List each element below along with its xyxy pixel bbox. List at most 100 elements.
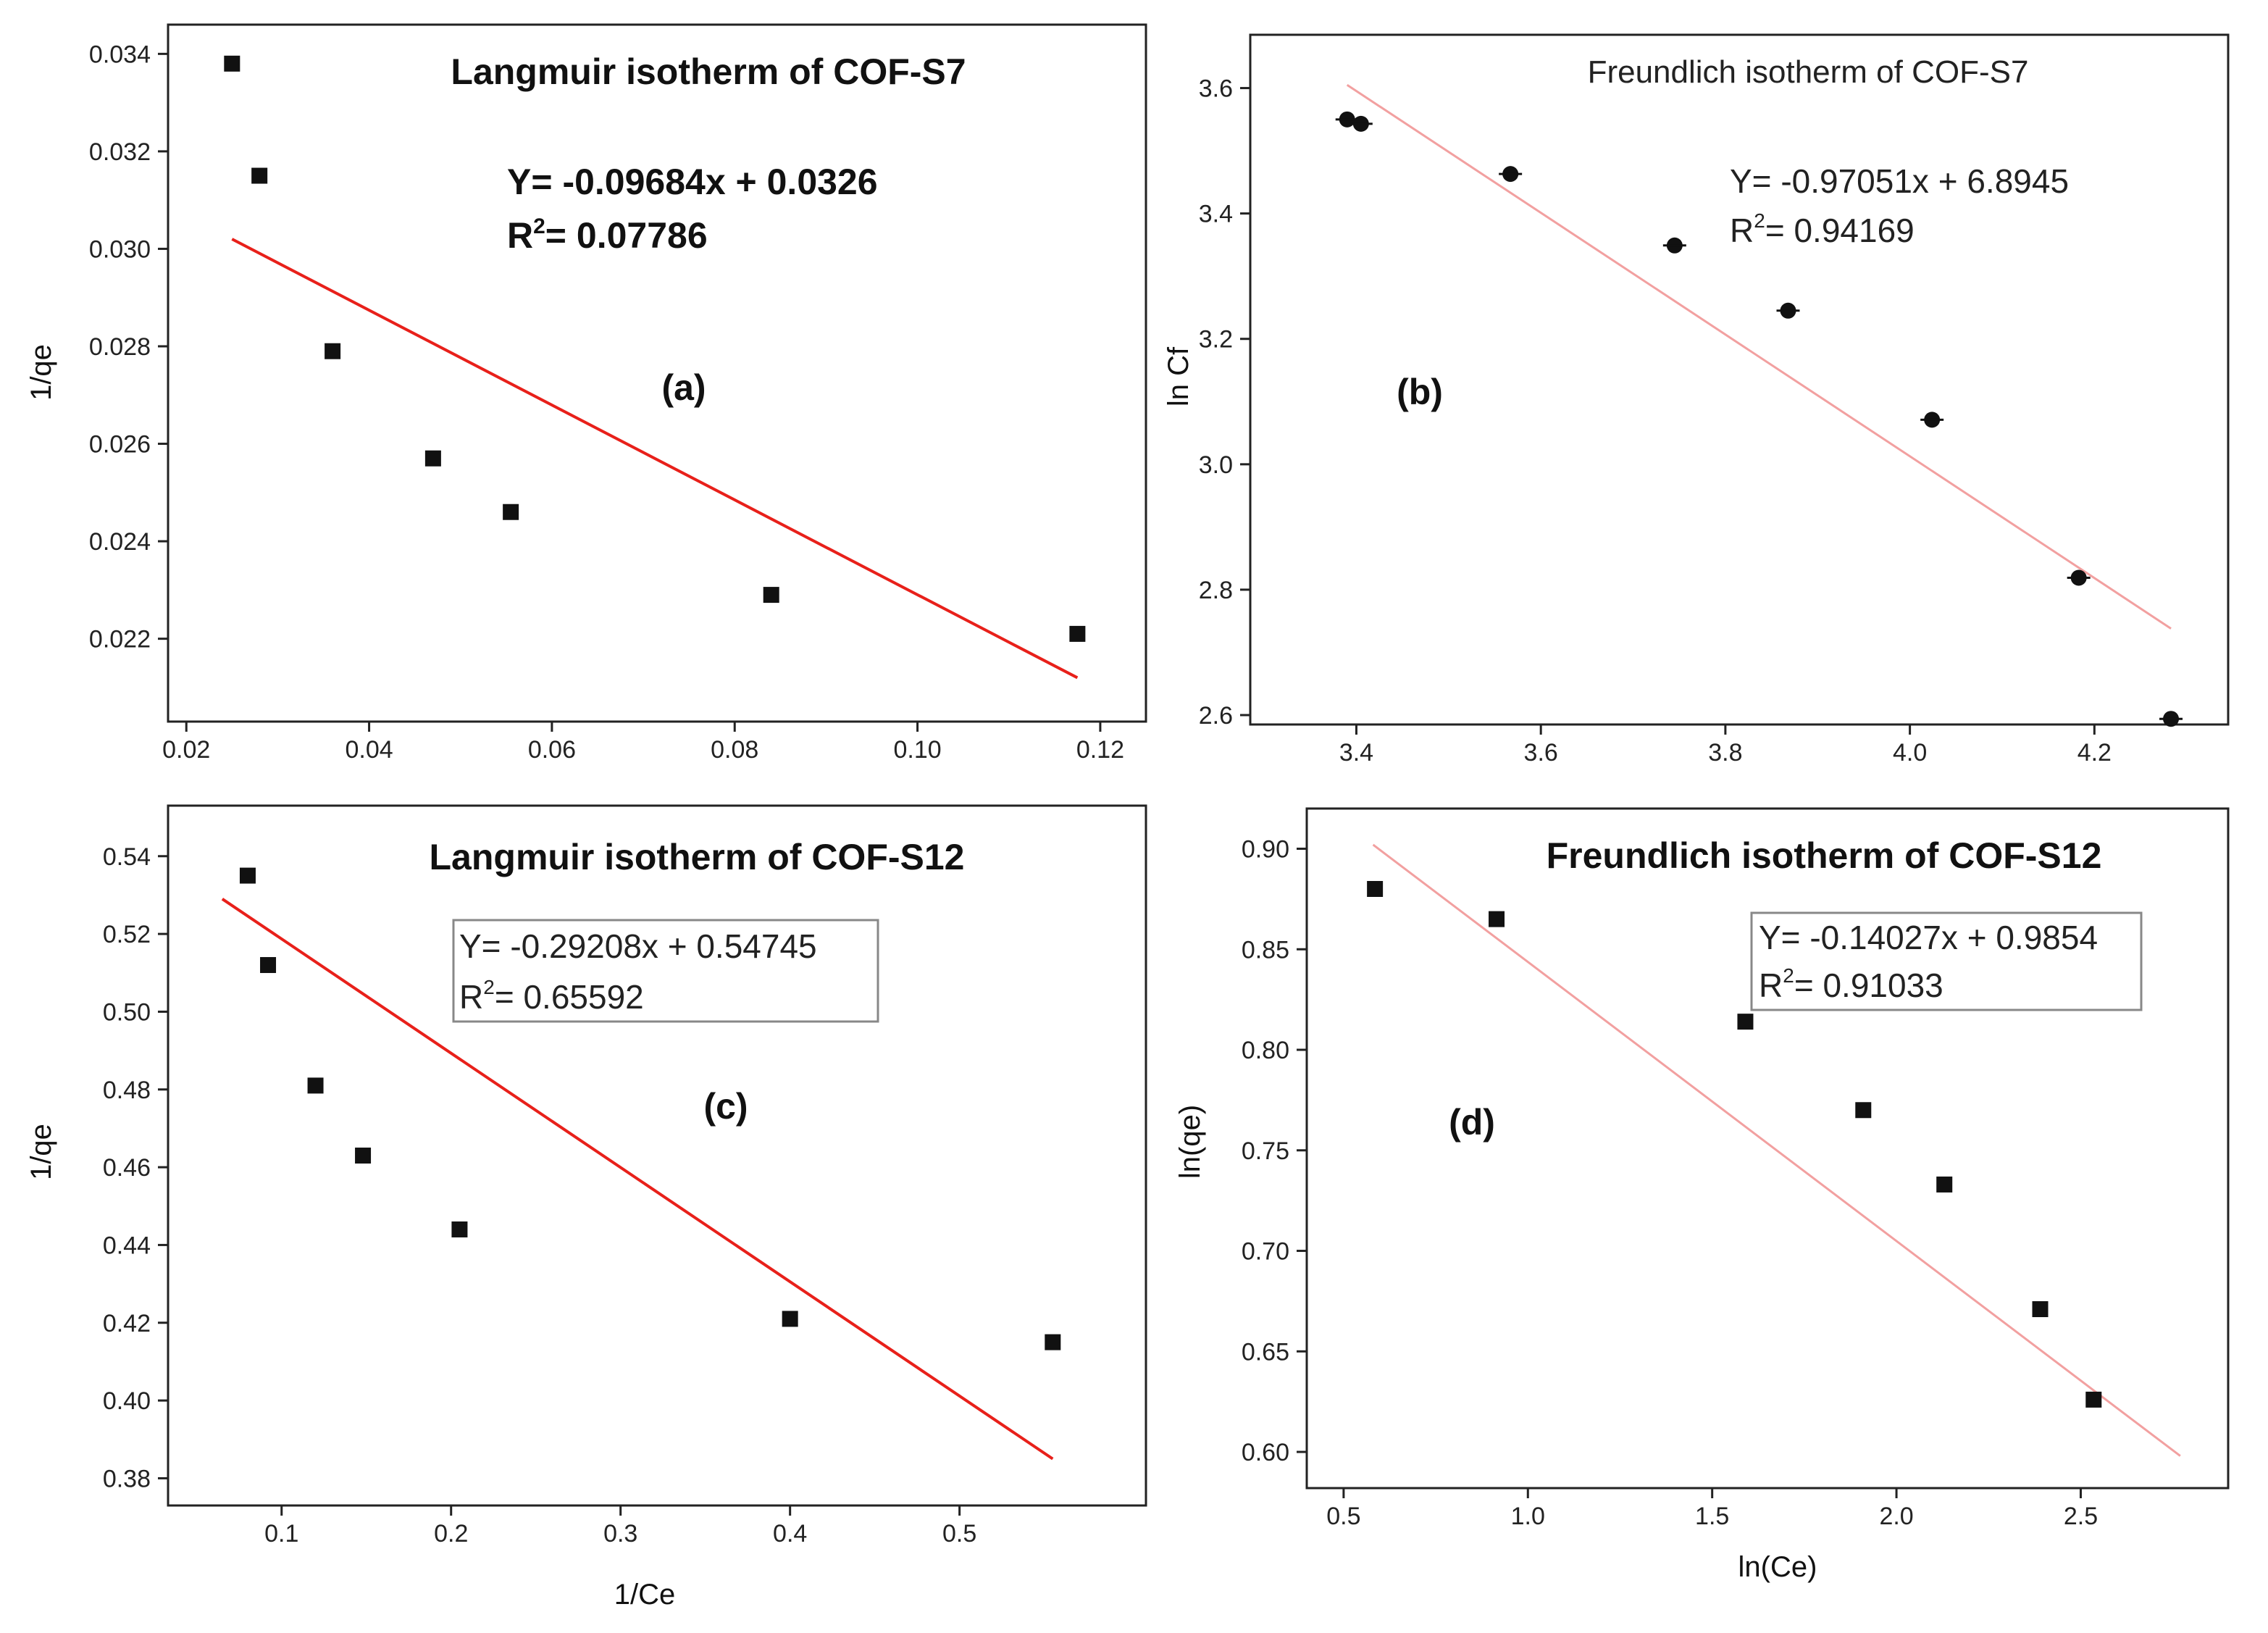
panel-d-y-tick-label: 0.60 xyxy=(1242,1439,1289,1466)
panel-c-data-point xyxy=(307,1077,324,1094)
panel-a-langmuir-cof-s7: Langmuir isotherm of COF-S7 Y= -0.09684x… xyxy=(25,23,1147,764)
panel-d-x-tick-label: 2.5 xyxy=(2064,1503,2098,1530)
panel-a-x-tick-label: 0.02 xyxy=(162,736,210,764)
panel-a-fit-line xyxy=(231,238,1079,680)
panel-c-title: Langmuir isotherm of COF-S12 xyxy=(430,837,965,877)
panel-c-y-tick-label: 0.46 xyxy=(103,1154,151,1182)
panel-b-y-tick-label: 3.6 xyxy=(1199,75,1233,103)
panel-b-freundlich-cof-s7: Freundlich isotherm of COF-S7 Y= -0.9705… xyxy=(1163,33,2230,767)
panel-b-x-tick-label: 3.8 xyxy=(1708,739,1742,767)
panel-c-data-point xyxy=(239,867,256,884)
panel-c-y-tick-label: 0.50 xyxy=(103,998,151,1026)
panel-d-y-tick-label: 0.80 xyxy=(1242,1037,1289,1064)
panel-b-y-tick-label: 2.6 xyxy=(1199,702,1233,730)
panel-b-equation: Y= -0.97051x + 6.8945 xyxy=(1730,162,2069,200)
panel-a-y-tick-label: 0.024 xyxy=(89,528,151,556)
panel-d-equation-box xyxy=(1750,911,2143,1011)
panel-c-label: (c) xyxy=(703,1086,748,1127)
panel-a-data-point xyxy=(325,343,341,359)
panel-a-y-tick-label: 0.028 xyxy=(89,333,151,361)
panel-d-x-tick-label: 2.0 xyxy=(1879,1503,1913,1530)
panel-d-data-point xyxy=(1855,1102,1872,1119)
panel-a-y-tick-label: 0.034 xyxy=(89,41,151,68)
panel-d-label: (d) xyxy=(1449,1102,1495,1143)
panel-c-y-tick-label: 0.54 xyxy=(103,843,151,871)
panel-a-y-tick-label: 0.022 xyxy=(89,626,151,653)
panel-b-label: (b) xyxy=(1397,372,1443,412)
panel-c-data-point xyxy=(355,1148,372,1164)
panel-d-y-tick-label: 0.85 xyxy=(1242,936,1289,964)
panel-a-y-tick-label: 0.032 xyxy=(89,138,151,166)
panel-d-fit-line xyxy=(1372,843,2181,1457)
panel-c-data-point xyxy=(1045,1334,1061,1350)
panel-c-x-axis-label: 1/Ce xyxy=(614,1579,676,1611)
panel-c-x-tick-label: 0.5 xyxy=(942,1520,976,1548)
panel-b-y-tick-label: 3.0 xyxy=(1199,451,1233,479)
panel-a-y-tick-label: 0.026 xyxy=(89,431,151,459)
panel-d-data-point xyxy=(1936,1176,1953,1193)
panel-a-data-point xyxy=(251,167,268,184)
panel-d-x-tick-label: 1.0 xyxy=(1511,1503,1545,1530)
panel-d-data-point xyxy=(1737,1014,1754,1030)
panel-b-plot-frame xyxy=(1249,33,2230,726)
panel-c-r2: R2= 0.65592 xyxy=(459,976,644,1016)
panel-d-data-point xyxy=(2085,1391,2102,1408)
panel-a-data-point xyxy=(503,504,519,520)
panel-c-y-tick-label: 0.38 xyxy=(103,1465,151,1492)
panel-d-x-tick-label: 0.5 xyxy=(1326,1503,1360,1530)
panel-b-x-tick-label: 3.6 xyxy=(1524,739,1558,767)
panel-a-x-tick-label: 0.06 xyxy=(528,736,576,764)
panel-d-r2: R2= 0.91033 xyxy=(1759,964,1943,1004)
panel-c-y-tick-label: 0.42 xyxy=(103,1310,151,1337)
panel-b-fit-line xyxy=(1346,83,2172,630)
panel-d-y-tick-label: 0.90 xyxy=(1242,836,1289,864)
panel-d-equation: Y= -0.14027x + 0.9854 xyxy=(1759,919,2098,956)
panel-d-y-tick-label: 0.65 xyxy=(1242,1338,1289,1366)
panel-c-equation-box xyxy=(452,919,879,1023)
panel-d-title: Freundlich isotherm of COF-S12 xyxy=(1547,835,2102,876)
panel-c-y-tick-label: 0.52 xyxy=(103,921,151,948)
panel-c-x-tick-label: 0.3 xyxy=(603,1520,637,1548)
panel-b-x-tick-label: 4.0 xyxy=(1893,739,1927,767)
panel-a-x-tick-label: 0.08 xyxy=(711,736,758,764)
panel-b-title: Freundlich isotherm of COF-S7 xyxy=(1588,54,2029,90)
panel-b-y-tick-label: 3.2 xyxy=(1199,326,1233,354)
panel-c-y-tick-label: 0.40 xyxy=(103,1387,151,1415)
panel-a-x-tick-label: 0.04 xyxy=(345,736,393,764)
panel-a-data-point xyxy=(424,450,441,467)
panel-b-r2: R2= 0.94169 xyxy=(1730,209,1915,249)
panel-a-x-tick-label: 0.12 xyxy=(1076,736,1124,764)
panel-d-x-axis-label: ln(Ce) xyxy=(1738,1551,1817,1583)
panel-c-data-point xyxy=(260,957,277,974)
panel-a-data-point xyxy=(1069,625,1086,642)
panel-c-y-tick-label: 0.48 xyxy=(103,1077,151,1104)
panel-c-x-tick-label: 0.4 xyxy=(773,1520,807,1548)
panel-c-equation: Y= -0.29208x + 0.54745 xyxy=(459,927,817,965)
panel-d-x-tick-label: 1.5 xyxy=(1695,1503,1729,1530)
panel-a-x-tick-label: 0.10 xyxy=(893,736,941,764)
panel-d-plot-frame xyxy=(1305,807,2230,1490)
panel-c-fit-line xyxy=(221,898,1054,1461)
panel-d-y-axis-label: ln(qe) xyxy=(1174,1105,1206,1179)
panel-d-data-point xyxy=(2032,1301,2049,1318)
panel-d-freundlich-cof-s12: Freundlich isotherm of COF-S12 Y= -0.140… xyxy=(1174,807,2230,1583)
panel-a-y-tick-label: 0.030 xyxy=(89,235,151,263)
panel-c-plot-frame xyxy=(167,804,1147,1507)
panel-d-y-tick-label: 0.75 xyxy=(1242,1137,1289,1165)
panel-a-data-point xyxy=(224,55,240,72)
panel-c-y-tick-label: 0.44 xyxy=(103,1232,151,1259)
panel-c-x-tick-label: 0.1 xyxy=(264,1520,298,1548)
panel-c-langmuir-cof-s12: Langmuir isotherm of COF-S12 Y= -0.29208… xyxy=(25,804,1147,1611)
panel-d-y-tick-label: 0.70 xyxy=(1242,1238,1289,1266)
panel-b-y-axis-label: ln Cf xyxy=(1163,346,1194,406)
panel-b-y-tick-label: 2.8 xyxy=(1199,577,1233,604)
panel-a-title: Langmuir isotherm of COF-S7 xyxy=(451,51,966,92)
panel-b-x-tick-label: 4.2 xyxy=(2077,739,2112,767)
panel-a-y-axis-label: 1/qe xyxy=(25,344,57,401)
panel-c-x-tick-label: 0.2 xyxy=(434,1520,468,1548)
panel-d-data-point xyxy=(1367,881,1384,898)
panel-c-y-axis-label: 1/qe xyxy=(25,1124,57,1180)
panel-a-equation: Y= -0.09684x + 0.0326 xyxy=(507,162,878,202)
panel-d-data-point xyxy=(1489,911,1505,927)
